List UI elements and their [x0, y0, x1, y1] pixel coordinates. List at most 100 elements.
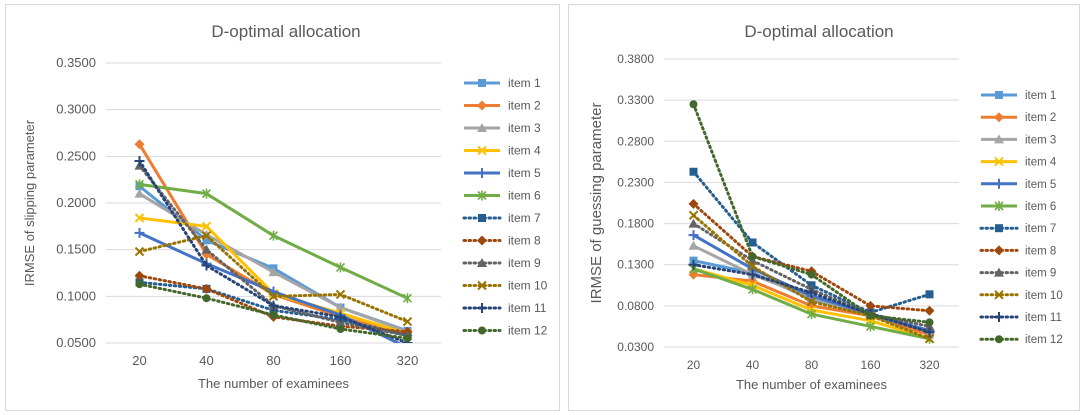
- y-tick-label: 0.1500: [56, 242, 96, 257]
- chart-svg-slipping: D-optimal allocation 0.0500 0.1000 0.1500 0.…: [22, 22, 548, 391]
- x-tick-label: 80: [266, 353, 280, 368]
- legend-marker: [994, 290, 1004, 300]
- x-tick-label: 40: [199, 353, 213, 368]
- legend-marker: [477, 280, 487, 291]
- data-point: [748, 238, 757, 247]
- data-point: [688, 198, 699, 209]
- legend-label: item 3: [1025, 134, 1056, 146]
- legend-label: item 4: [1025, 157, 1057, 169]
- series-item-12: [135, 280, 412, 343]
- legend-label: item 2: [1025, 112, 1056, 124]
- data-point: [201, 188, 212, 199]
- legend-marker: [994, 201, 1004, 211]
- y-tick-label: 0.3500: [56, 55, 96, 70]
- data-point: [688, 230, 699, 241]
- legend-entry: item 12: [462, 324, 548, 338]
- data-point: [134, 188, 145, 198]
- x-axis-label: The number of examinees: [736, 377, 888, 392]
- legend-entry: item 3: [464, 121, 541, 135]
- legend-label: item 1: [1025, 90, 1056, 102]
- data-point: [202, 236, 211, 245]
- legend-entry: item 6: [464, 189, 541, 203]
- data-point: [689, 100, 698, 109]
- data-point: [135, 280, 144, 289]
- legend-entry: item 7: [979, 223, 1056, 235]
- y-tick-label: 0.1000: [56, 288, 96, 303]
- legend-marker: [477, 258, 487, 267]
- legend-entry: item 9: [979, 267, 1056, 280]
- legend-entry: item 6: [981, 201, 1056, 213]
- y-tick-label: 0.2000: [56, 195, 96, 210]
- series-item-12: [689, 100, 934, 327]
- data-point: [406, 342, 409, 343]
- legend-marker: [478, 326, 486, 335]
- x-axis-label: The number of examinees: [198, 376, 350, 391]
- chart-title: D-optimal allocation: [211, 22, 360, 41]
- legend-label: item 9: [508, 256, 541, 270]
- legend-marker: [994, 156, 1004, 167]
- data-point: [924, 305, 935, 316]
- data-point: [688, 210, 699, 221]
- legend-marker: [477, 235, 487, 246]
- legend-label: item 6: [1025, 201, 1056, 213]
- y-tick-label: 0.3000: [56, 102, 96, 117]
- data-point: [201, 283, 212, 294]
- x-tick-label: 80: [805, 358, 819, 372]
- data-point: [134, 270, 145, 281]
- legend-entry: item 8: [462, 234, 541, 248]
- legend-marker: [994, 134, 1004, 144]
- legend-entry: item 10: [979, 290, 1063, 302]
- data-point: [747, 261, 758, 272]
- data-point: [747, 269, 758, 280]
- data-point: [269, 311, 278, 319]
- legend-marker: [995, 91, 1003, 99]
- legend-entry: item 2: [981, 112, 1056, 124]
- legend-label: item 8: [1025, 245, 1056, 257]
- y-tick-label: 0.1800: [617, 217, 654, 231]
- legend-marker: [478, 79, 486, 87]
- legend-marker: [477, 100, 487, 111]
- y-axis-label: IRMSE of guessing parameter: [588, 103, 605, 304]
- legend-label: item 2: [508, 99, 541, 113]
- legend-entry: item 5: [981, 178, 1056, 191]
- data-point: [268, 267, 279, 277]
- x-tick-label: 320: [919, 358, 939, 372]
- legend-entry: item 4: [464, 144, 541, 158]
- legend-label: item 12: [1025, 334, 1063, 346]
- series-item-6: [134, 179, 413, 304]
- legend-entry: item 12: [979, 334, 1063, 346]
- data-point: [925, 318, 934, 327]
- data-point: [202, 294, 211, 303]
- data-point: [806, 287, 817, 298]
- legend-entry: item 8: [979, 245, 1056, 257]
- legend-marker: [994, 178, 1004, 189]
- data-point: [268, 291, 279, 302]
- data-point: [865, 300, 876, 311]
- legend-label: item 5: [1025, 179, 1056, 191]
- legend-entry: item 10: [462, 279, 548, 293]
- y-axis-label: IRMSE of slipping parameter: [22, 119, 37, 286]
- legend-label: item 6: [508, 189, 541, 203]
- x-tick-label: 40: [746, 358, 760, 372]
- data-point: [134, 156, 145, 166]
- legend-marker: [477, 303, 487, 313]
- data-point: [688, 240, 699, 250]
- data-point: [201, 221, 212, 232]
- data-point: [866, 311, 875, 320]
- legend-label: item 3: [508, 121, 541, 135]
- legend-label: item 8: [508, 234, 541, 248]
- data-point: [807, 270, 816, 279]
- legend-label: item 11: [508, 301, 547, 315]
- series-item-10: [134, 230, 413, 327]
- y-tick-label: 0.2800: [617, 134, 654, 148]
- legend-marker: [477, 168, 487, 178]
- legend-marker: [994, 312, 1004, 322]
- legend-marker: [994, 112, 1004, 123]
- y-tick-label: 0.1300: [617, 258, 654, 272]
- data-point: [134, 246, 145, 257]
- data-point: [403, 334, 412, 343]
- legend-entry: item 11: [462, 301, 547, 315]
- data-point: [201, 244, 212, 254]
- legend-label: item 4: [508, 144, 541, 158]
- legend-marker: [994, 245, 1004, 256]
